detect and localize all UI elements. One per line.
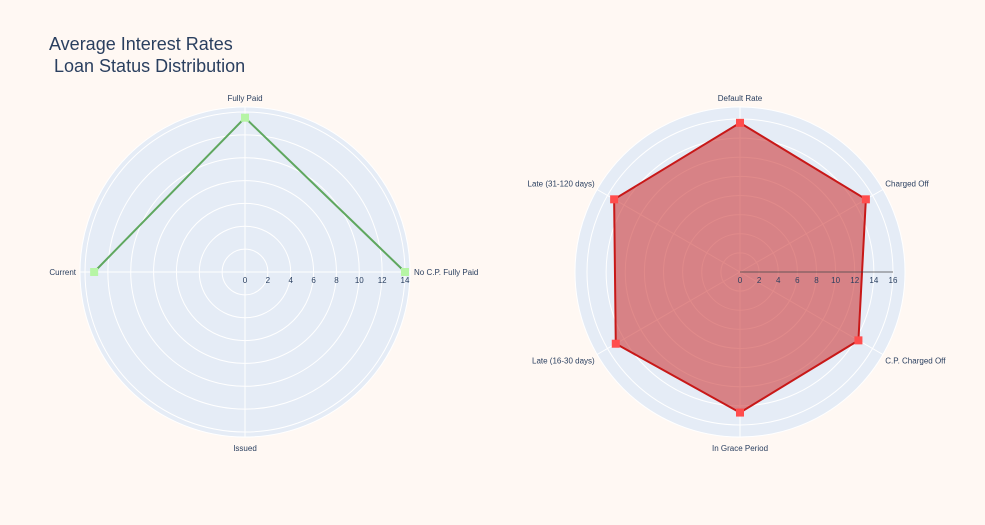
radial-tick-label: 10 — [831, 276, 840, 285]
angular-tick-label: In Grace Period — [712, 444, 768, 453]
radial-tick-label: 0 — [243, 276, 248, 285]
radial-tick-label: 4 — [288, 276, 293, 285]
data-point — [736, 118, 744, 127]
angular-tick-label: Fully Paid — [227, 94, 262, 103]
angular-tick-label: Charged Off — [885, 180, 929, 189]
page-title: Average Interest Rates Loan Status Distr… — [49, 34, 246, 76]
radial-tick-label: 2 — [266, 276, 271, 285]
radial-tick-label: 4 — [776, 276, 781, 285]
radial-tick-label: 16 — [889, 276, 898, 285]
data-point — [401, 268, 409, 276]
radial-tick-label: 12 — [850, 276, 859, 285]
data-point — [736, 408, 744, 417]
polar-chart-left: 0 2 4 6 8 10 12 14 No C.P. Fully Paid Fully Paid C… — [49, 94, 478, 453]
radial-tick-label: 8 — [814, 276, 819, 285]
radial-tick-label: 12 — [378, 276, 387, 285]
angular-tick-label: Default Rate — [718, 94, 763, 103]
angular-tick-label: No C.P. Fully Paid — [414, 268, 478, 277]
angular-tick-label: Late (31-120 days) — [528, 180, 595, 189]
data-point — [854, 336, 863, 345]
radial-tick-label: 8 — [334, 276, 339, 285]
data-point — [90, 268, 99, 276]
angular-tick-label: C.P. Charged Off — [885, 357, 946, 366]
data-point — [611, 339, 620, 348]
radial-tick-label: 14 — [401, 276, 410, 285]
angular-tick-label: Late (16-30 days) — [532, 357, 595, 366]
radial-tick-label: 6 — [795, 276, 800, 285]
radial-tick-label: 10 — [355, 276, 364, 285]
data-point — [861, 195, 870, 204]
angular-tick-label: Current — [49, 268, 76, 277]
radial-tick-label: 2 — [757, 276, 762, 285]
angular-tick-label: Issued — [233, 444, 257, 453]
radial-tick-label: 6 — [311, 276, 316, 285]
radial-tick-label: 0 — [738, 276, 743, 285]
data-point — [241, 113, 249, 122]
radial-tick-label: 14 — [869, 276, 878, 285]
polar-chart-right: 0 2 4 6 8 10 12 14 16 Default Rate Charged Off C.P.… — [528, 94, 947, 453]
data-point — [610, 195, 619, 204]
